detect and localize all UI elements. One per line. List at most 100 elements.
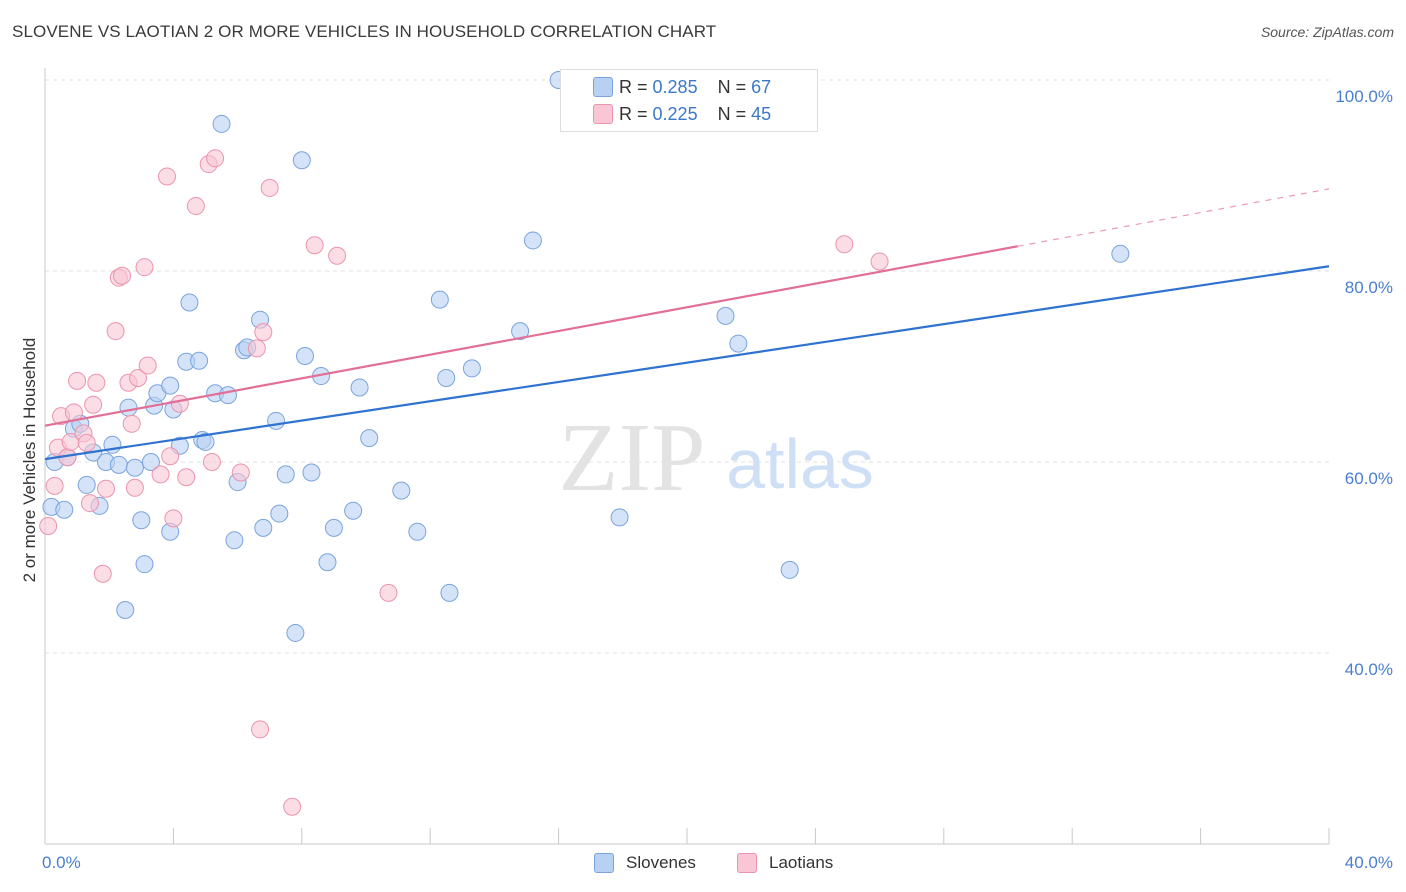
laotians-point bbox=[835, 235, 854, 254]
slovenes-point bbox=[196, 432, 215, 451]
slovenes-point bbox=[109, 455, 128, 474]
n-label: N = bbox=[717, 103, 747, 124]
slovenes-point bbox=[1111, 244, 1130, 263]
laotians-point bbox=[379, 583, 398, 602]
laotians-point bbox=[157, 167, 176, 186]
laotians-point bbox=[122, 414, 141, 433]
laotians-point bbox=[106, 322, 125, 341]
stats-row-laotians: R = 0.225 N = 45 bbox=[593, 103, 772, 125]
y-tick-label-80: 80.0% bbox=[1344, 278, 1393, 297]
slovenes-point bbox=[180, 293, 199, 312]
laotians-point bbox=[80, 494, 99, 513]
slovenes-point bbox=[350, 378, 369, 397]
r-label: R = bbox=[619, 103, 648, 124]
laotians-point bbox=[283, 797, 302, 816]
slovenes-point bbox=[161, 376, 180, 395]
r-value: 0.285 bbox=[652, 76, 698, 97]
slovenes-point bbox=[296, 346, 315, 365]
slovenes-point bbox=[523, 231, 542, 250]
laotians-swatch bbox=[593, 104, 613, 124]
laotians-point bbox=[186, 197, 205, 216]
slovenes-point bbox=[408, 522, 427, 541]
slovenes-point bbox=[125, 458, 144, 477]
laotians-point bbox=[870, 252, 889, 271]
data-points bbox=[39, 71, 1130, 816]
slovenes-point bbox=[141, 453, 160, 471]
y-tick-label-40: 40.0% bbox=[1344, 660, 1393, 679]
slovenes-point bbox=[132, 511, 151, 530]
slovenes-point bbox=[292, 151, 311, 170]
n-value: 67 bbox=[751, 76, 772, 97]
slovenes-point bbox=[610, 508, 629, 527]
slovenes-point bbox=[135, 555, 154, 574]
slovenes-point bbox=[77, 475, 96, 494]
x-tick-label-min: 0.0% bbox=[42, 853, 81, 872]
laotians-trend-line bbox=[44, 245, 1018, 427]
slovenes-point bbox=[116, 601, 135, 620]
laotians-point bbox=[206, 149, 225, 168]
n-value: 45 bbox=[751, 103, 772, 124]
laotians-point bbox=[113, 266, 132, 285]
slovenes-point bbox=[276, 465, 295, 484]
chart-title: SLOVENE VS LAOTIAN 2 OR MORE VEHICLES IN… bbox=[12, 22, 717, 41]
gridlines bbox=[45, 79, 1329, 654]
laotians-point bbox=[161, 447, 180, 466]
x-tick-label-max: 40.0% bbox=[1344, 853, 1393, 872]
slovenes-point bbox=[392, 481, 411, 500]
laotians-point bbox=[170, 394, 189, 413]
slovenes-point bbox=[218, 386, 237, 405]
laotians-point bbox=[77, 433, 96, 452]
slovenes-point bbox=[780, 560, 799, 579]
slovenes-point bbox=[302, 463, 321, 482]
laotians-point bbox=[125, 478, 144, 497]
laotians-point bbox=[138, 356, 157, 375]
slovenes-point bbox=[437, 368, 456, 387]
slovenes-point bbox=[430, 290, 449, 309]
laotians-point bbox=[231, 463, 250, 482]
slovenes-point bbox=[267, 411, 286, 430]
r-label: R = bbox=[619, 76, 648, 97]
watermark: ZIP atlas bbox=[559, 404, 874, 512]
slovenes-point bbox=[716, 306, 735, 325]
laotians-point bbox=[96, 479, 115, 498]
y-tick-label-100: 100.0% bbox=[1335, 87, 1393, 106]
slovenes-point bbox=[225, 531, 244, 550]
slovenes-point bbox=[324, 518, 343, 537]
laotians-legend-swatch bbox=[737, 853, 757, 873]
stats-legend: R = 0.285 N = 67 R = 0.225 N = 45 bbox=[560, 69, 818, 132]
watermark-zip: ZIP bbox=[559, 404, 706, 512]
slovenes-point bbox=[254, 518, 273, 537]
slovenes-legend-swatch bbox=[594, 853, 614, 873]
slovenes-swatch bbox=[593, 77, 613, 97]
slovenes-trend-line bbox=[44, 265, 1330, 461]
slovenes-point bbox=[55, 500, 74, 519]
legend-label-slovenes: Slovenes bbox=[626, 853, 696, 872]
laotians-point bbox=[328, 246, 347, 265]
laotians-point bbox=[254, 323, 273, 342]
y-axis-label: 2 or more Vehicles in Household bbox=[20, 337, 39, 583]
laotians-point bbox=[260, 178, 279, 197]
laotians-point bbox=[39, 516, 58, 535]
laotians-point bbox=[164, 509, 183, 528]
slovenes-point bbox=[119, 398, 138, 417]
legend-item-laotians: Laotians bbox=[737, 853, 833, 873]
slovenes-point bbox=[462, 359, 481, 378]
slovenes-point bbox=[729, 334, 748, 353]
laotians-point bbox=[247, 339, 266, 358]
slovenes-point bbox=[270, 504, 289, 523]
slovenes-point bbox=[286, 623, 305, 642]
r-value: 0.225 bbox=[652, 103, 698, 124]
slovenes-point bbox=[440, 583, 459, 602]
axes bbox=[44, 68, 1330, 845]
slovenes-point bbox=[318, 553, 337, 572]
laotians-point bbox=[305, 236, 324, 255]
laotians-point bbox=[129, 368, 148, 387]
trend-lines bbox=[44, 188, 1330, 461]
slovenes-point bbox=[511, 322, 530, 341]
slovenes-point bbox=[344, 501, 363, 520]
laotians-point bbox=[87, 373, 106, 392]
stats-row-slovenes: R = 0.285 N = 67 bbox=[593, 76, 772, 98]
laotians-point bbox=[68, 371, 87, 390]
laotians-point bbox=[151, 465, 170, 484]
